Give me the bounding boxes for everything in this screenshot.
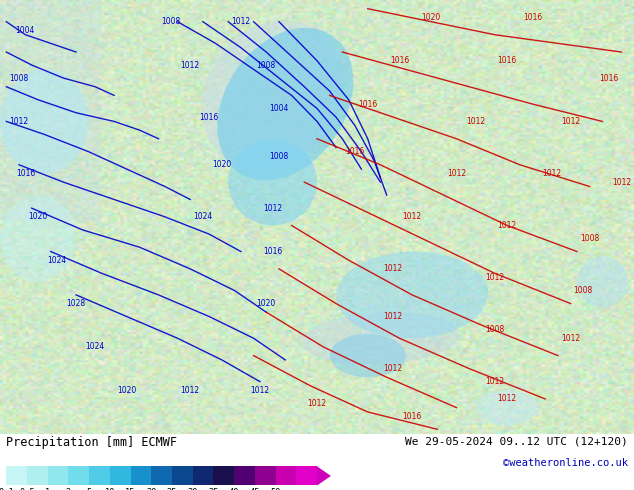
- Text: 1008: 1008: [574, 286, 593, 295]
- Text: 1016: 1016: [346, 147, 365, 156]
- Text: 1020: 1020: [422, 13, 441, 22]
- Text: 1012: 1012: [612, 178, 631, 187]
- Text: ©weatheronline.co.uk: ©weatheronline.co.uk: [503, 458, 628, 468]
- Bar: [68, 466, 89, 486]
- Text: 1016: 1016: [263, 247, 282, 256]
- Bar: [131, 466, 152, 486]
- Text: 50: 50: [270, 488, 281, 490]
- Text: 2: 2: [66, 488, 71, 490]
- Text: 40: 40: [229, 488, 240, 490]
- Text: 1004: 1004: [16, 26, 35, 35]
- Bar: [255, 466, 276, 486]
- Ellipse shape: [336, 251, 488, 338]
- Text: We 29-05-2024 09..12 UTC (12+120): We 29-05-2024 09..12 UTC (12+120): [405, 437, 628, 446]
- Bar: [214, 466, 234, 486]
- Text: 1020: 1020: [29, 212, 48, 221]
- Ellipse shape: [301, 312, 460, 365]
- Text: 1012: 1012: [485, 377, 504, 386]
- Text: 1008: 1008: [269, 151, 288, 161]
- Text: 1012: 1012: [384, 265, 403, 273]
- Text: 1008: 1008: [485, 325, 504, 334]
- Text: 1008: 1008: [162, 17, 181, 26]
- Bar: [234, 466, 255, 486]
- Text: 1016: 1016: [523, 13, 542, 22]
- Text: 1016: 1016: [358, 99, 377, 109]
- Text: 1012: 1012: [263, 204, 282, 213]
- Bar: [193, 466, 214, 486]
- Bar: [110, 466, 131, 486]
- Text: 0.1: 0.1: [0, 488, 14, 490]
- Text: 30: 30: [188, 488, 198, 490]
- Text: 1012: 1012: [403, 212, 422, 221]
- FancyBboxPatch shape: [0, 0, 101, 221]
- Ellipse shape: [228, 139, 317, 225]
- Ellipse shape: [0, 70, 89, 173]
- Ellipse shape: [217, 28, 353, 180]
- Text: 1012: 1012: [307, 399, 327, 408]
- Text: 1012: 1012: [466, 117, 485, 126]
- Text: 1024: 1024: [48, 256, 67, 265]
- Text: 1: 1: [45, 488, 50, 490]
- Text: 1012: 1012: [447, 169, 466, 178]
- Text: 0.5: 0.5: [19, 488, 35, 490]
- Ellipse shape: [0, 195, 76, 282]
- Text: 1012: 1012: [231, 17, 250, 26]
- Text: 1016: 1016: [403, 412, 422, 421]
- Ellipse shape: [577, 256, 628, 308]
- Text: 1012: 1012: [542, 169, 561, 178]
- Text: 15: 15: [126, 488, 136, 490]
- Text: 1016: 1016: [599, 74, 618, 82]
- Ellipse shape: [330, 334, 406, 377]
- Text: 1012: 1012: [384, 312, 403, 321]
- Text: 1016: 1016: [390, 56, 409, 65]
- Text: 1024: 1024: [193, 212, 212, 221]
- Ellipse shape: [476, 390, 539, 425]
- Text: 45: 45: [250, 488, 260, 490]
- Bar: [48, 466, 68, 486]
- Text: 1016: 1016: [200, 113, 219, 122]
- Text: 20: 20: [146, 488, 157, 490]
- Text: 1020: 1020: [212, 160, 231, 169]
- Bar: [6, 466, 27, 486]
- Text: 1024: 1024: [86, 343, 105, 351]
- Polygon shape: [317, 466, 331, 486]
- Text: 10: 10: [105, 488, 115, 490]
- Ellipse shape: [201, 20, 344, 171]
- Bar: [276, 466, 296, 486]
- Text: 1008: 1008: [580, 234, 599, 243]
- Text: 1004: 1004: [269, 104, 288, 113]
- Text: 1012: 1012: [561, 334, 580, 343]
- Text: 35: 35: [208, 488, 219, 490]
- Text: 1020: 1020: [117, 386, 136, 395]
- Text: 1012: 1012: [485, 273, 504, 282]
- Text: Precipitation [mm] ECMWF: Precipitation [mm] ECMWF: [6, 437, 178, 449]
- Text: 1012: 1012: [561, 117, 580, 126]
- Text: 1028: 1028: [67, 299, 86, 308]
- Text: 5: 5: [87, 488, 92, 490]
- Bar: [172, 466, 193, 486]
- Text: 1016: 1016: [16, 169, 35, 178]
- Bar: [296, 466, 317, 486]
- Text: 1012: 1012: [10, 117, 29, 126]
- Text: 1012: 1012: [181, 61, 200, 70]
- Text: 1020: 1020: [257, 299, 276, 308]
- Text: 1008: 1008: [257, 61, 276, 70]
- Text: 25: 25: [167, 488, 178, 490]
- Text: 1016: 1016: [498, 56, 517, 65]
- Text: 1012: 1012: [498, 221, 517, 230]
- Bar: [89, 466, 110, 486]
- Text: 1012: 1012: [498, 394, 517, 403]
- Bar: [152, 466, 172, 486]
- Text: 1012: 1012: [181, 386, 200, 395]
- Text: 1012: 1012: [384, 364, 403, 373]
- Bar: [27, 466, 48, 486]
- Text: 1012: 1012: [250, 386, 269, 395]
- Text: 1008: 1008: [10, 74, 29, 82]
